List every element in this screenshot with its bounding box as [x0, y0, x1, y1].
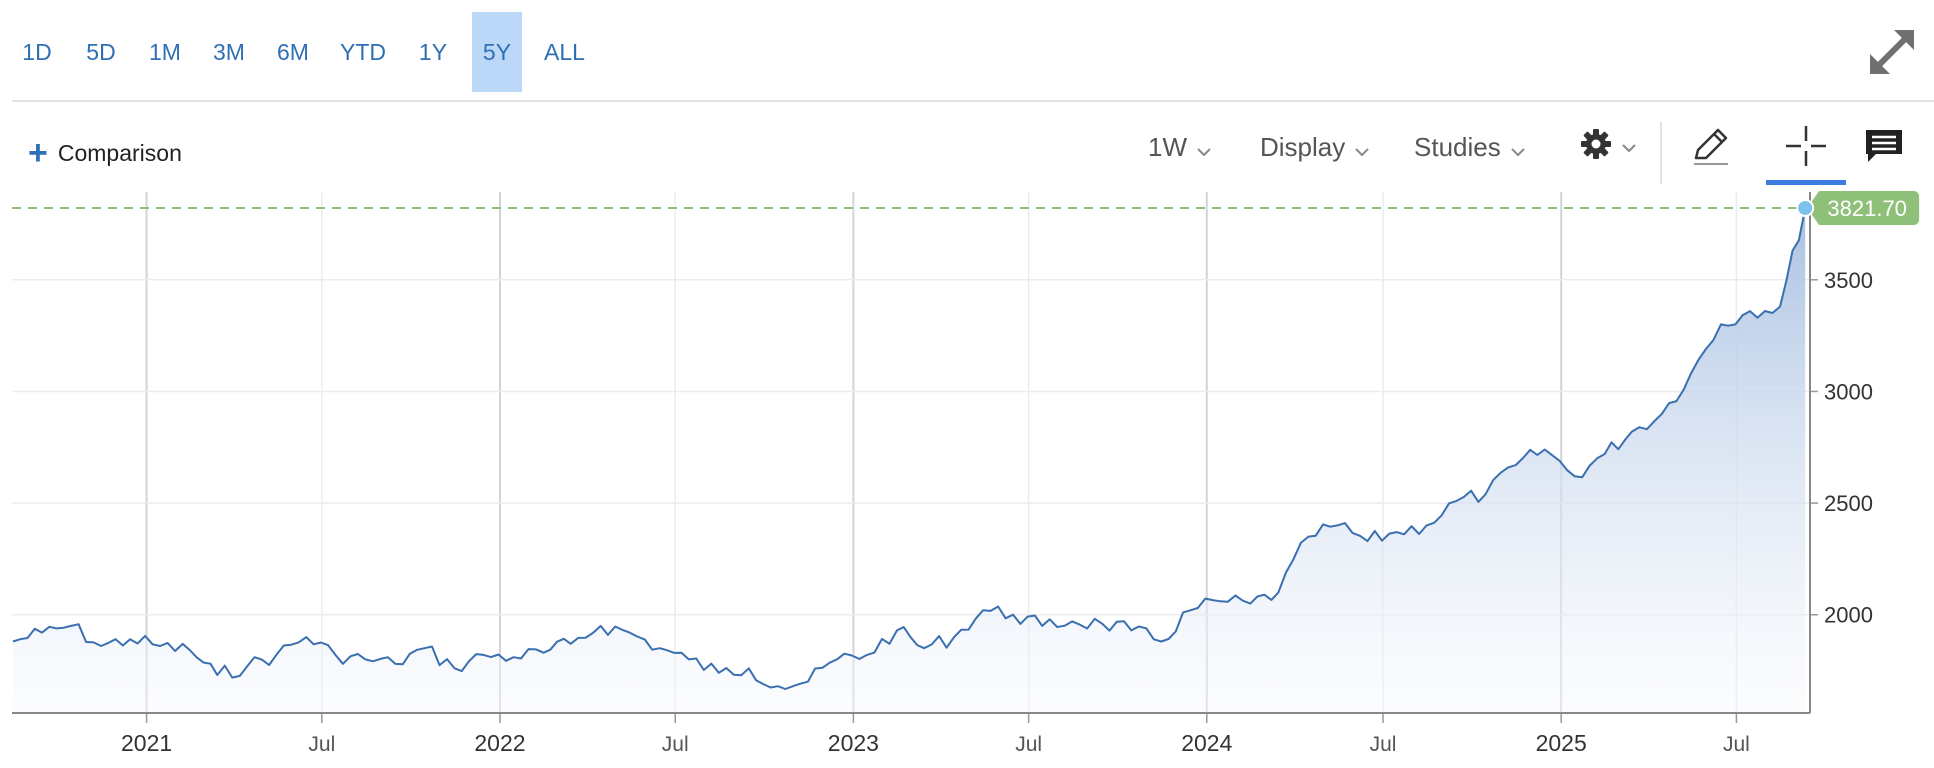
- active-tool-indicator: [1766, 180, 1846, 185]
- last-price-label: 3821.70: [1827, 196, 1907, 221]
- chevron-down-icon: [1622, 144, 1636, 153]
- series-line: [12, 207, 1807, 690]
- x-tick-label: Jul: [1723, 733, 1750, 756]
- settings-dropdown[interactable]: [1580, 128, 1638, 160]
- y-tick-label: 2500: [1824, 491, 1873, 516]
- y-tick-label: 3000: [1824, 379, 1873, 404]
- gear-icon: [1581, 129, 1611, 159]
- x-tick-label: Jul: [662, 733, 689, 756]
- expand-icon[interactable]: [1864, 24, 1920, 80]
- series-area: [13, 208, 1806, 713]
- y-tick-label: 2000: [1824, 603, 1873, 628]
- x-tick-label: 2023: [828, 730, 879, 756]
- range-ytd-button[interactable]: YTD: [340, 38, 386, 65]
- x-tick-label: 2021: [121, 730, 172, 756]
- last-point-marker: [1796, 198, 1815, 217]
- y-tick-label: 3500: [1824, 268, 1873, 293]
- x-tick-label: 2025: [1536, 730, 1587, 756]
- crosshair-icon[interactable]: [1784, 124, 1828, 168]
- range-selector: 1D 5D 1M 3M 6M YTD 1Y 5Y ALL: [12, 12, 607, 92]
- range-5y-button[interactable]: 5Y: [472, 12, 522, 92]
- last-price-badge: [1807, 190, 1920, 225]
- plus-icon: +: [28, 134, 48, 172]
- x-tick-label: 2024: [1181, 730, 1232, 756]
- x-tick-label: Jul: [1015, 733, 1042, 756]
- chevron-down-icon: [1197, 147, 1211, 156]
- pencil-icon[interactable]: [1688, 124, 1732, 168]
- display-label: Display: [1260, 132, 1346, 162]
- comparison-button[interactable]: + Comparison: [28, 136, 182, 170]
- range-1y-button[interactable]: 1Y: [418, 38, 448, 65]
- range-all-button[interactable]: ALL: [544, 38, 585, 65]
- interval-dropdown[interactable]: 1W: [1148, 132, 1213, 163]
- comparison-label: Comparison: [57, 139, 182, 166]
- display-dropdown[interactable]: Display: [1260, 132, 1371, 163]
- toolbar-divider: [1660, 122, 1662, 184]
- x-tick-label: Jul: [1370, 733, 1397, 756]
- divider: [12, 100, 1934, 102]
- range-1d-button[interactable]: 1D: [22, 38, 52, 65]
- interval-label: 1W: [1148, 132, 1187, 162]
- chevron-down-icon: [1511, 147, 1525, 156]
- chevron-down-icon: [1355, 147, 1369, 156]
- range-6m-button[interactable]: 6M: [277, 38, 309, 65]
- studies-label: Studies: [1414, 132, 1501, 162]
- x-tick-label: 2022: [474, 730, 525, 756]
- studies-dropdown[interactable]: Studies: [1414, 132, 1527, 163]
- range-5d-button[interactable]: 5D: [86, 38, 116, 65]
- x-tick-label: Jul: [308, 733, 335, 756]
- range-3m-button[interactable]: 3M: [213, 38, 245, 65]
- comment-icon[interactable]: [1862, 124, 1906, 168]
- range-1m-button[interactable]: 1M: [149, 38, 181, 65]
